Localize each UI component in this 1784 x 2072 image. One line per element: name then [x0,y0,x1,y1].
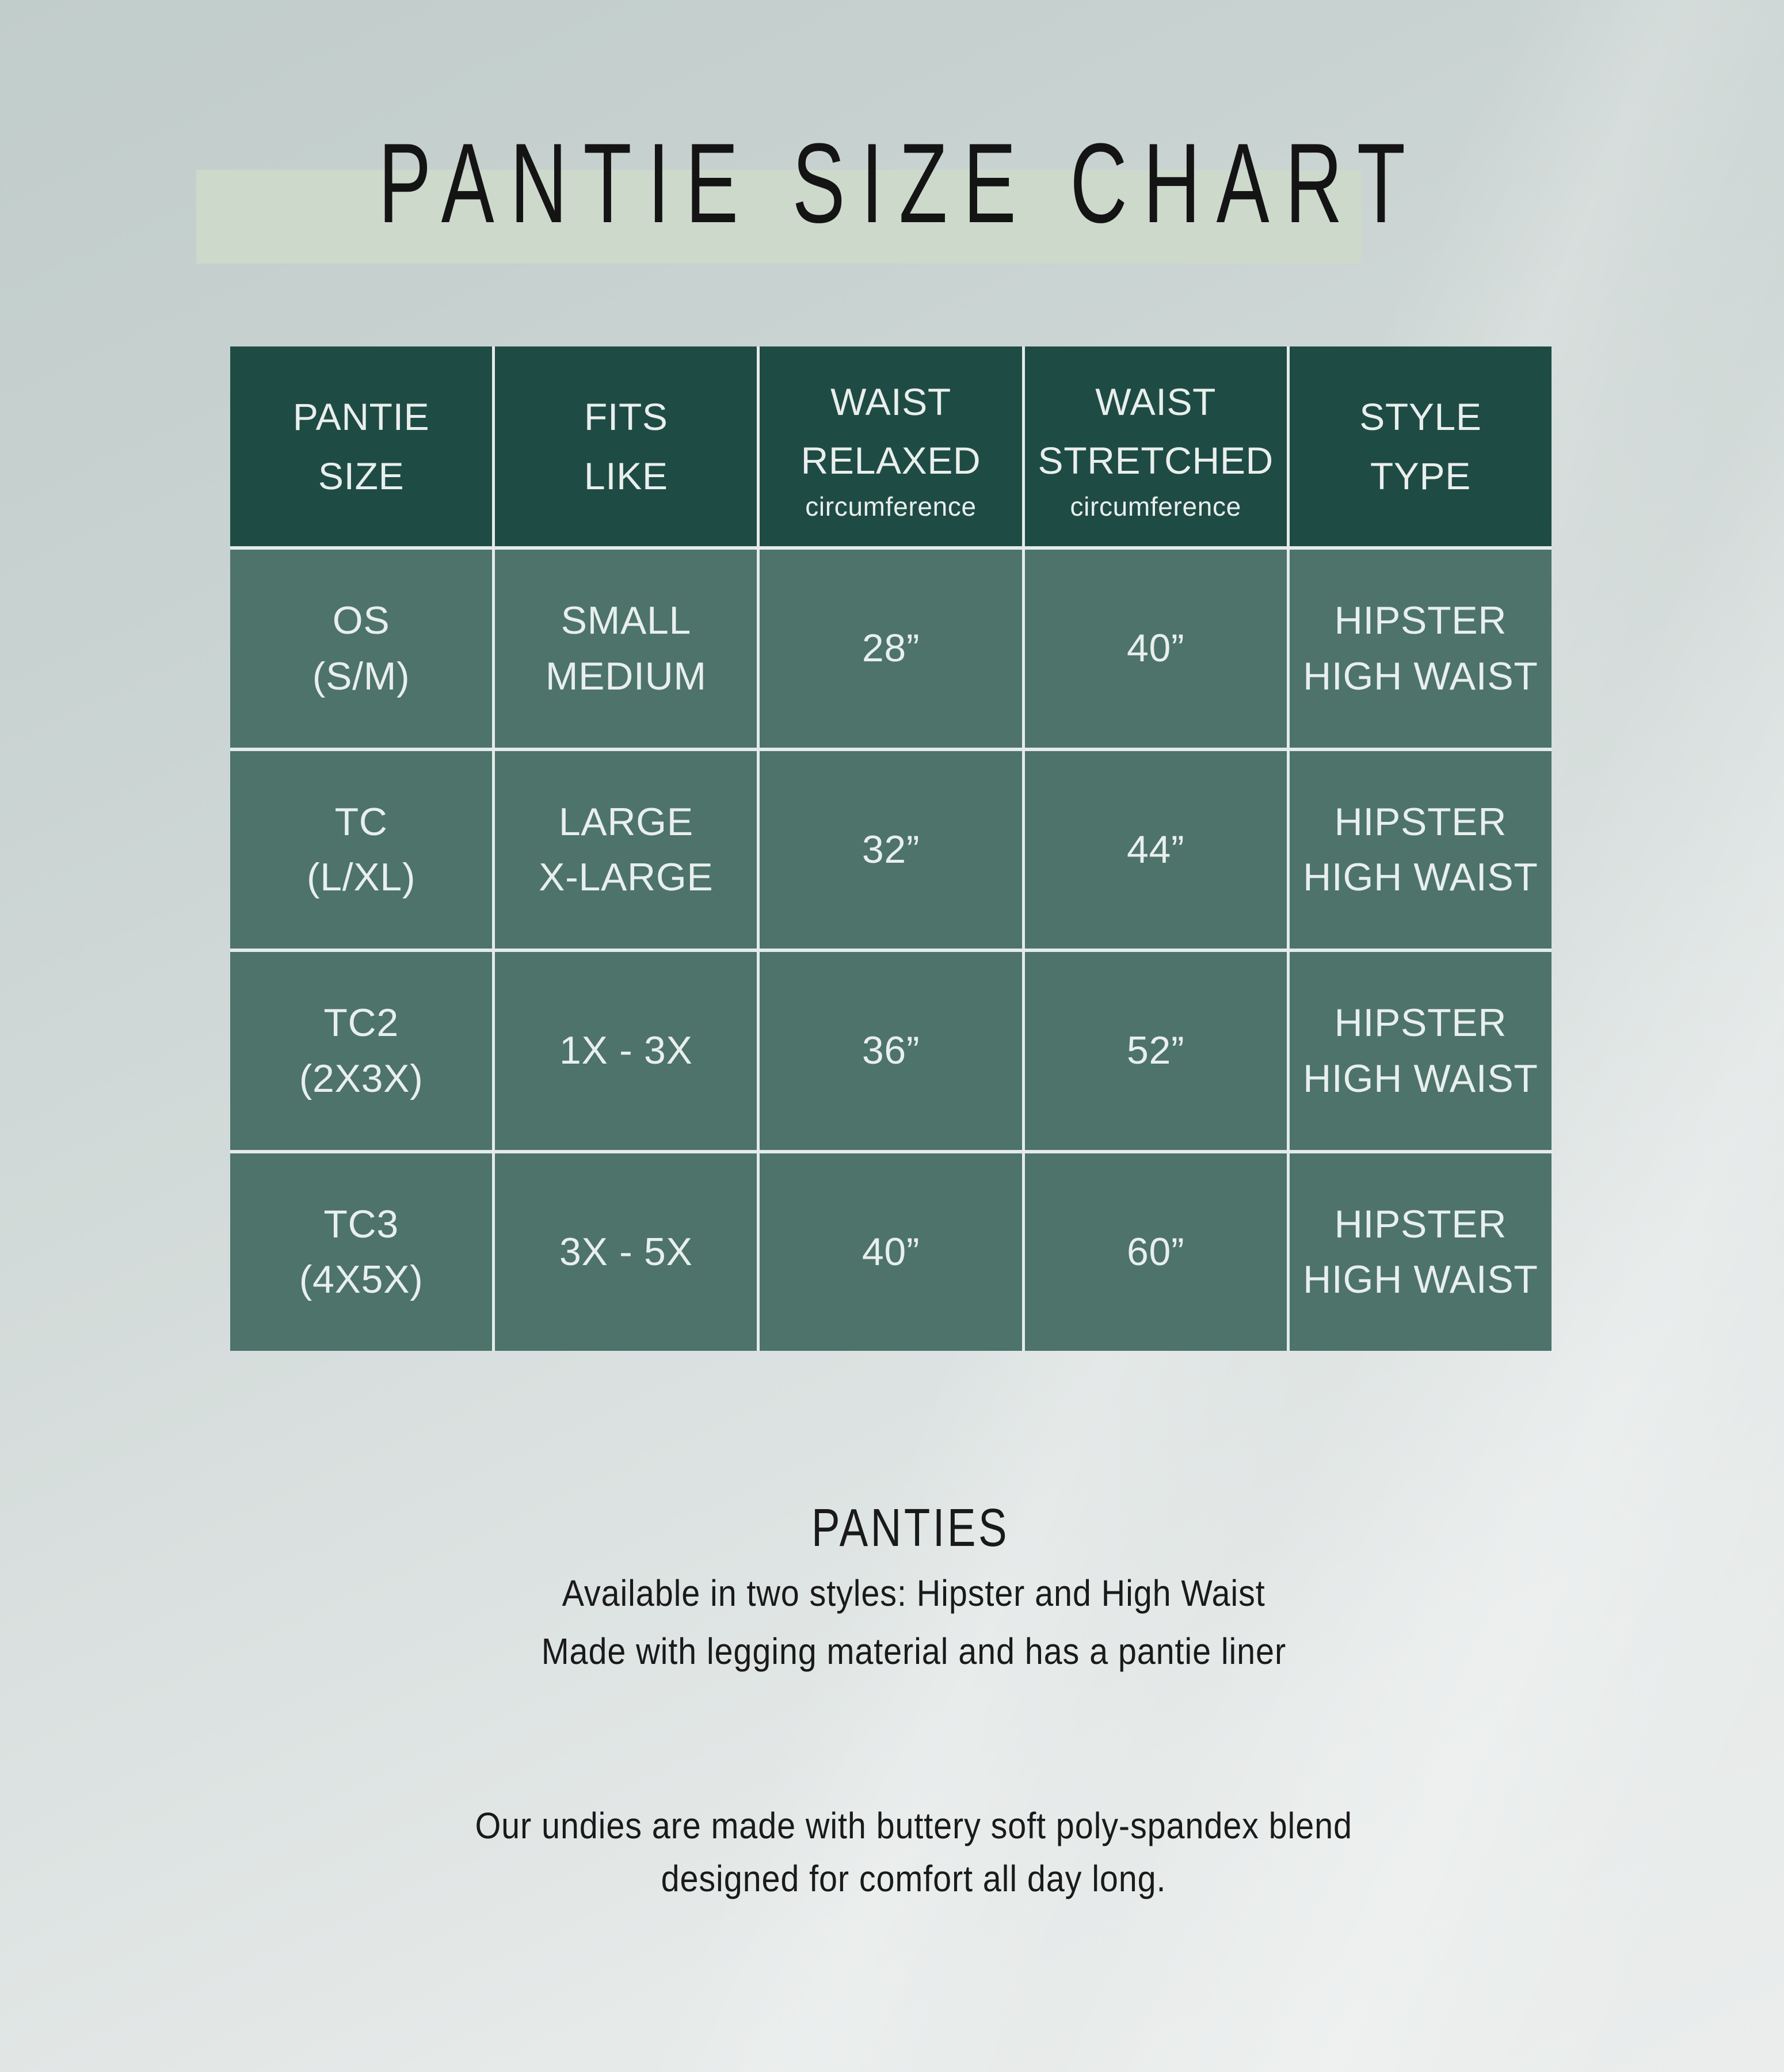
footer-styles-line: Available in two styles: Hipster and Hig… [0,1575,1784,1612]
cell-line: HIGH WAIST [1303,654,1538,698]
header-line: FITS [584,395,668,439]
footer-description-text-1: Our undies are made with buttery soft po… [475,1805,1353,1846]
cell-stretched-tc3: 60” [1024,1153,1287,1351]
header-line: TYPE [1370,454,1471,497]
cell-line: HIGH WAIST [1303,1056,1538,1100]
footer-description-text-2: designed for comfort all day long. [661,1858,1167,1899]
cell-line: HIGH WAIST [1303,1258,1538,1302]
cell-stretched-os: 40” [1024,550,1287,748]
cell-line: 52” [1127,1029,1185,1073]
cell-line: HIGH WAIST [1303,855,1538,900]
cell-relaxed-tc2: 36” [760,952,1022,1150]
cell-line: LARGE [558,799,693,844]
cell-relaxed-tc: 32” [760,751,1022,949]
title-highlight-band [196,170,1362,264]
header-line: STRETCHED [1038,439,1274,482]
cell-style-tc3: HIPSTER HIGH WAIST [1289,1153,1552,1351]
cell-line: 28” [861,626,920,671]
cell-line: 32” [861,827,920,871]
cell-line: TC2 [323,1001,399,1045]
header-line: PANTIE [292,395,430,439]
header-line: WAIST [1095,380,1217,424]
header-cell-fits-like: FITS LIKE [495,346,757,546]
header-line: STYLE [1359,395,1482,439]
cell-style-tc: HIPSTER HIGH WAIST [1289,751,1552,949]
cell-style-os: HIPSTER HIGH WAIST [1289,550,1552,748]
cell-fits-tc3: 3X - 5X [495,1153,757,1351]
cell-size-tc: TC (L/XL) [230,751,493,949]
cell-line: (2X3X) [299,1056,424,1100]
cell-size-tc3: TC3 (4X5X) [230,1153,493,1351]
footer-description-line-1: Our undies are made with buttery soft po… [0,1807,1784,1844]
cell-line: (4X5X) [299,1258,424,1302]
header-cell-style-type: STYLE TYPE [1289,346,1552,546]
cell-stretched-tc2: 52” [1024,952,1287,1150]
cell-line: MEDIUM [545,654,707,698]
header-subline: circumference [1070,491,1241,521]
header-subline: circumference [805,491,977,521]
cell-line: 40” [861,1229,920,1274]
cell-line: 36” [861,1029,920,1073]
cell-size-os: OS (S/M) [230,550,493,748]
header-line: LIKE [584,454,668,497]
header-cell-pantie-size: PANTIE SIZE [230,346,493,546]
page-title: PANTIE SIZE CHART [0,127,1784,240]
cell-fits-tc2: 1X - 3X [495,952,757,1150]
cell-line: (L/XL) [306,855,416,900]
cell-line: OS [332,599,390,643]
cell-line: 44” [1127,827,1185,871]
cell-size-tc2: TC2 (2X3X) [230,952,493,1150]
header-line: RELAXED [800,439,981,482]
cell-line: 1X - 3X [559,1029,693,1073]
cell-line: SMALL [561,599,691,643]
cell-line: HIPSTER [1334,1001,1507,1045]
cell-line: (S/M) [312,654,410,698]
cell-line: 3X - 5X [559,1229,693,1274]
cell-style-tc2: HIPSTER HIGH WAIST [1289,952,1552,1150]
header-cell-waist-relaxed: WAIST RELAXED circumference [760,346,1022,546]
header-line: WAIST [830,380,951,424]
header-line: SIZE [318,454,405,497]
cell-line: 40” [1127,626,1185,671]
cell-fits-os: SMALL MEDIUM [495,550,757,748]
cell-line: HIPSTER [1334,799,1507,844]
page-title-text: PANTIE SIZE CHART [378,120,1422,246]
cell-stretched-tc: 44” [1024,751,1287,949]
footer-heading-text: PANTIES [811,1498,1010,1557]
size-chart-table: PANTIE SIZE FITS LIKE WAIST RELAXED circ… [230,346,1552,1351]
cell-line: X-LARGE [539,855,714,900]
footer-styles-text: Available in two styles: Hipster and Hig… [562,1572,1265,1614]
cell-line: 60” [1127,1229,1185,1274]
cell-line: TC [334,799,388,844]
cell-relaxed-tc3: 40” [760,1153,1022,1351]
footer-heading: PANTIES [0,1501,1784,1555]
footer-description-line-2: designed for comfort all day long. [0,1860,1784,1897]
cell-relaxed-os: 28” [760,550,1022,748]
cell-line: TC3 [323,1202,399,1246]
footer-material-line: Made with legging material and has a pan… [0,1633,1784,1670]
cell-line: HIPSTER [1334,1202,1507,1246]
header-cell-waist-stretched: WAIST STRETCHED circumference [1024,346,1287,546]
cell-line: HIPSTER [1334,599,1507,643]
cell-fits-tc: LARGE X-LARGE [495,751,757,949]
footer-material-text: Made with legging material and has a pan… [541,1631,1286,1672]
